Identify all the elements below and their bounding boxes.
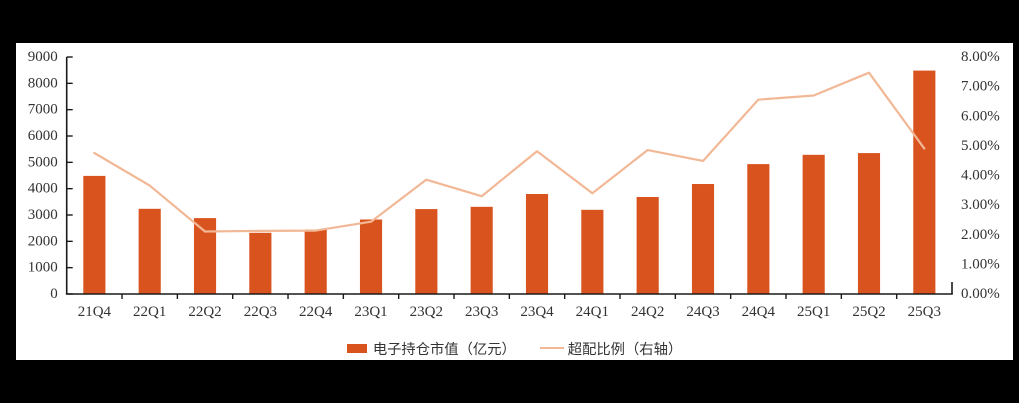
svg-text:7000: 7000 [28,102,58,118]
svg-text:25Q1: 25Q1 [797,304,830,320]
svg-text:5.00%: 5.00% [961,138,1000,154]
svg-text:8000: 8000 [28,75,58,91]
svg-text:2000: 2000 [28,233,58,249]
svg-text:25Q3: 25Q3 [908,304,941,320]
svg-text:3.00%: 3.00% [961,197,1000,213]
svg-text:21Q4: 21Q4 [78,304,112,320]
svg-text:22Q4: 22Q4 [299,304,333,320]
svg-text:8.00%: 8.00% [961,49,1000,65]
svg-text:22Q3: 22Q3 [244,304,277,320]
svg-text:9000: 9000 [28,49,58,65]
svg-text:6.00%: 6.00% [961,108,1000,124]
svg-text:23Q1: 23Q1 [354,304,387,320]
svg-text:0: 0 [50,286,58,302]
svg-text:23Q3: 23Q3 [465,304,498,320]
svg-text:2.00%: 2.00% [961,227,1000,243]
svg-text:7.00%: 7.00% [961,79,1000,95]
svg-text:5000: 5000 [28,154,58,170]
svg-text:24Q3: 24Q3 [686,304,719,320]
svg-text:23Q4: 23Q4 [520,304,554,320]
svg-text:25Q2: 25Q2 [852,304,885,320]
svg-text:1.00%: 1.00% [961,256,1000,272]
svg-text:1000: 1000 [28,260,58,276]
svg-text:3000: 3000 [28,207,58,223]
svg-text:22Q1: 22Q1 [133,304,166,320]
svg-text:22Q2: 22Q2 [188,304,221,320]
svg-text:6000: 6000 [28,128,58,144]
svg-text:24Q4: 24Q4 [742,304,776,320]
svg-text:24Q2: 24Q2 [631,304,664,320]
svg-text:0.00%: 0.00% [961,286,1000,302]
svg-text:24Q1: 24Q1 [576,304,609,320]
svg-text:4.00%: 4.00% [961,168,1000,184]
svg-text:23Q2: 23Q2 [410,304,443,320]
svg-text:4000: 4000 [28,181,58,197]
